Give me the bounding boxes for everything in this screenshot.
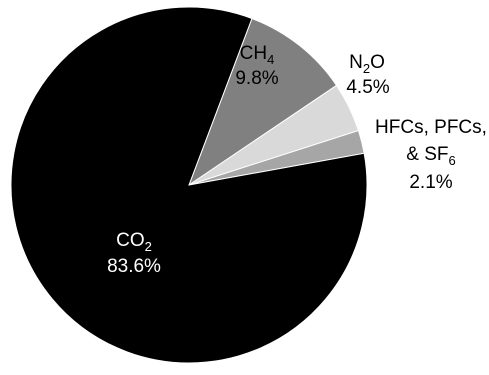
slice-label-hfcs-line2-sub: 6 [449,153,456,168]
slice-label-n2o-sub: 2 [363,61,370,76]
slice-label-co2-main: CO [116,230,145,251]
slice-label-hfcs-line1: HFCs, PFCs, [375,117,487,138]
slice-label-n2o-main: N [349,52,363,73]
slice-value-n2o: 4.5% [346,77,389,98]
slice-ch4 [187,17,338,187]
slice-label-co2-sub: 2 [145,239,152,254]
slice-label-n2o-suffix: O [370,52,385,73]
slice-value-co2: 83.6% [107,256,161,277]
slice-label-n2o: N2O [349,52,385,76]
pie-slices [10,6,368,364]
slice-value-hfcs: 2.1% [409,172,452,193]
slice-label-ch4: CH4 [240,43,275,67]
slice-value-ch4: 9.8% [235,68,278,89]
slice-label-co2: CO2 [116,230,152,254]
slice-label-ch4-main: CH [240,43,267,64]
slice-label-hfcs-line2: & SF6 [406,144,455,168]
slice-label-ch4-sub: 4 [267,52,274,67]
slice-co2 [10,6,368,364]
slice-label-hfcs-line2-main: & SF [406,144,448,165]
